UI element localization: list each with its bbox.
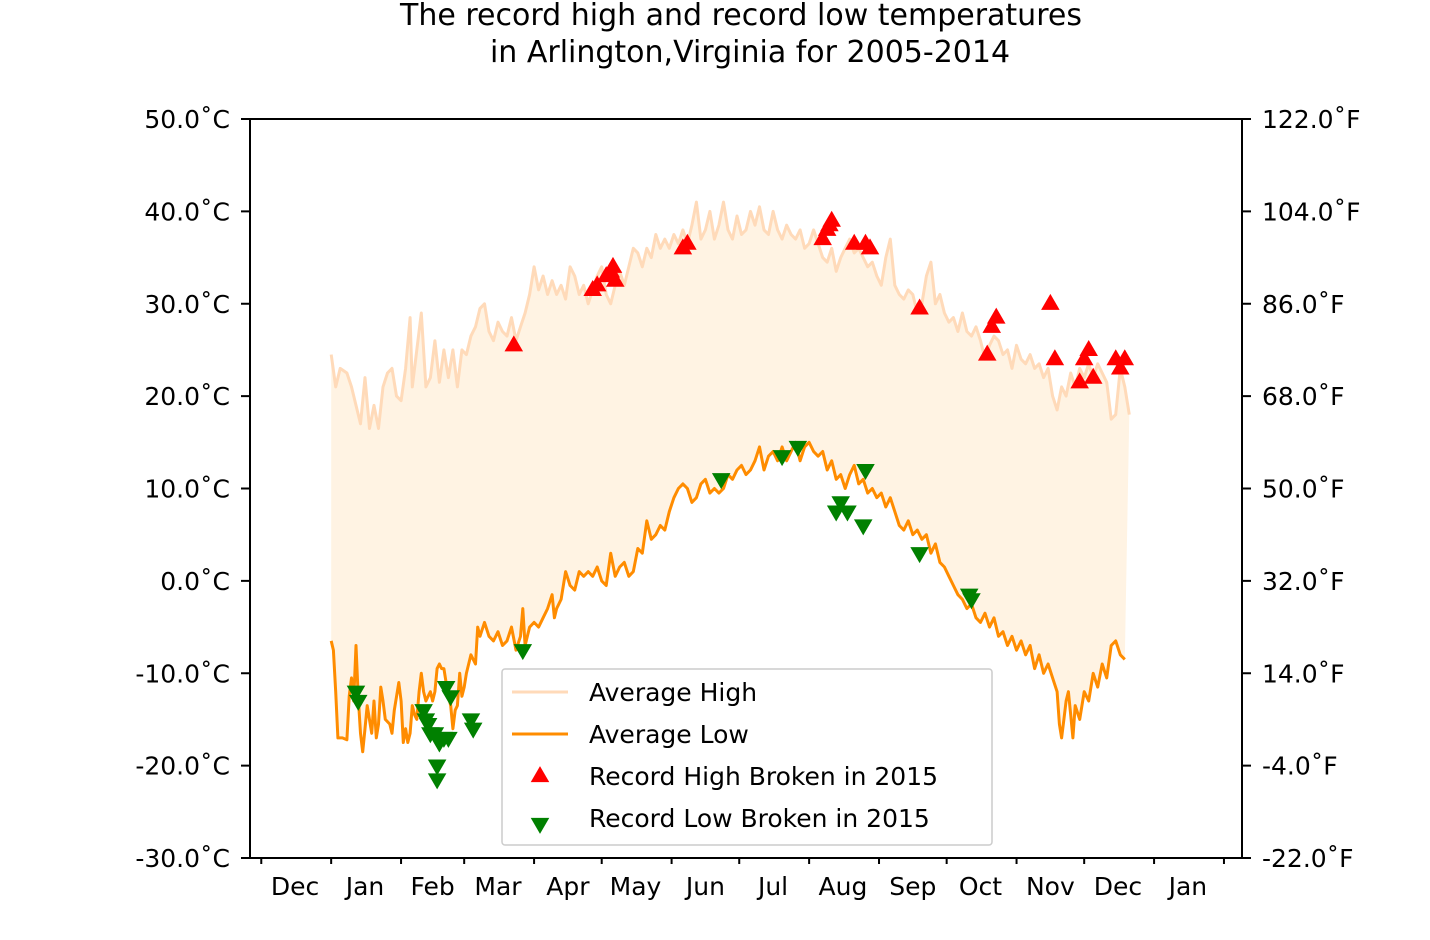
left-axis-tick-label: -20.0˚C [135,752,230,781]
record-low-broken-in-2015-marker [441,690,460,707]
record-high-broken-in-2015-marker [587,275,607,292]
record-low-broken-in-2015-marker [427,773,447,790]
legend: Average High Average Low Record High Broke… [501,668,993,846]
record-low-broken-in-2015-marker [962,593,981,610]
record-high-broken-in-2015-marker [977,344,997,361]
record-low-broken-in-2015-marker [436,681,456,698]
fill-between-area [331,202,1130,752]
left-axis-tick-label: 40.0˚C [144,197,230,226]
record-high-broken-in-2015-marker [822,210,841,227]
record-high-broken-in-2015-marker [603,256,623,273]
record-low-broken-in-2015-marker [910,547,929,564]
x-axis-month-label: Jan [1167,872,1208,901]
record-high-broken-in-2015-marker [1070,372,1089,389]
record-high-broken-in-2015-markers [504,210,1135,389]
right-axis-tick-label: 14.0˚F [1262,659,1345,688]
left-axis-tick-label: -30.0˚C [135,844,230,873]
left-axis-tick-label: -10.0˚C [135,659,230,688]
axes: -30.0˚C -20.0˚C -10.0˚C 0.0˚C 10.0˚C 20.0˚C 30… [135,105,1360,901]
record-high-broken-in-2015-marker [910,298,929,315]
x-axis-month-label: Sep [889,872,936,901]
record-high-broken-in-2015-marker [1074,349,1094,366]
chart-title: The record high and record low temperatu… [399,0,1082,70]
record-high-broken-in-2015-marker [1110,358,1130,375]
record-high-broken-in-2015-marker [605,270,625,287]
x-axis-month-label: Aug [819,872,868,901]
record-low-broken-in-2015-marker [463,722,483,739]
legend-swatch-record-high-broken-in-2015 [530,766,550,783]
record-low-broken-in-2015-marker [348,694,368,711]
record-low-broken-in-2015-marker [414,704,433,721]
fill-between-band [331,202,1130,752]
chart-title-line-1: The record high and record low temperatu… [399,0,1082,33]
legend-label-record-high-broken-in-2015: Record High Broken in 2015 [589,762,938,791]
record-low-broken-in-2015-markers [346,440,981,790]
record-high-broken-in-2015-marker [504,335,524,352]
left-axis-tick-label: 10.0˚C [144,475,230,504]
average-low-line [329,440,1126,754]
x-axis-month-label: Jan [344,872,385,901]
right-axis-tick-label: 50.0˚F [1262,475,1345,504]
right-axis-tick-label: 122.0˚F [1262,105,1360,134]
record-low-broken-in-2015-marker [461,713,481,730]
legend-swatch-record-low-broken-in-2015 [530,817,550,834]
legend-label-record-low-broken-in-2015: Record Low Broken in 2015 [589,804,930,833]
record-high-broken-in-2015-marker [1083,367,1103,384]
record-high-broken-in-2015-marker [1041,293,1060,310]
record-low-broken-in-2015-marker [513,644,533,661]
x-axis-month-label: Dec [271,872,319,901]
record-high-broken-in-2015-marker [1115,349,1135,366]
left-axis-tick-label: 20.0˚C [144,382,230,411]
record-low-broken-in-2015-marker [346,685,366,702]
x-axis-month-label: Feb [410,872,454,901]
right-axis-tick-label: 68.0˚F [1262,382,1345,411]
record-high-broken-in-2015-marker [982,316,1002,333]
record-low-broken-in-2015-marker [853,519,873,536]
right-axis-tick-label: 86.0˚F [1262,290,1345,319]
right-axis-tick-label: 32.0˚F [1262,567,1345,596]
right-axis-tick-label: -4.0˚F [1262,752,1338,781]
legend-label-average-high: Average High [589,678,757,707]
average-high-line [329,200,1131,430]
record-low-broken-in-2015-marker [831,496,850,513]
x-axis-month-label: Apr [546,872,590,901]
x-axis-month-label: Dec [1094,872,1142,901]
record-low-broken-in-2015-marker [772,450,792,467]
legend-box [501,668,993,846]
left-axis-tick-label: 0.0˚C [160,567,230,596]
record-low-broken-in-2015-marker [711,473,731,490]
record-low-broken-in-2015-marker [856,463,875,480]
x-axis-month-label: Oct [959,872,1002,901]
x-axis-month-label: Mar [474,872,522,901]
record-low-broken-in-2015-marker [788,440,808,457]
x-axis-month-label: Nov [1026,872,1075,901]
right-axis-tick-label: 104.0˚F [1262,197,1360,226]
right-axis-tick-label: -22.0˚F [1262,844,1354,873]
legend-label-average-low: Average Low [589,720,749,749]
left-axis-tick-label: 50.0˚C [144,105,230,134]
series-layer [329,200,1135,790]
record-high-broken-in-2015-marker [678,233,697,250]
record-low-broken-in-2015-marker [439,731,458,748]
record-low-broken-in-2015-marker [838,505,857,522]
record-high-broken-in-2015-marker [1079,340,1098,357]
record-high-broken-in-2015-marker [1045,349,1065,366]
x-axis-month-label: May [610,872,662,901]
record-low-broken-in-2015-marker [418,717,438,734]
record-low-broken-in-2015-marker [425,727,445,744]
record-high-broken-in-2015-marker [860,238,880,255]
x-axis-month-label: Jun [684,872,725,901]
chart-title-line-2: in Arlington,Virginia for 2005-2014 [490,35,1010,70]
record-high-broken-in-2015-marker [986,307,1006,324]
left-axis-tick-label: 30.0˚C [144,290,230,319]
x-axis-month-label: Jul [756,872,788,901]
record-low-broken-in-2015-marker [427,759,447,776]
record-high-broken-in-2015-marker [813,229,832,246]
